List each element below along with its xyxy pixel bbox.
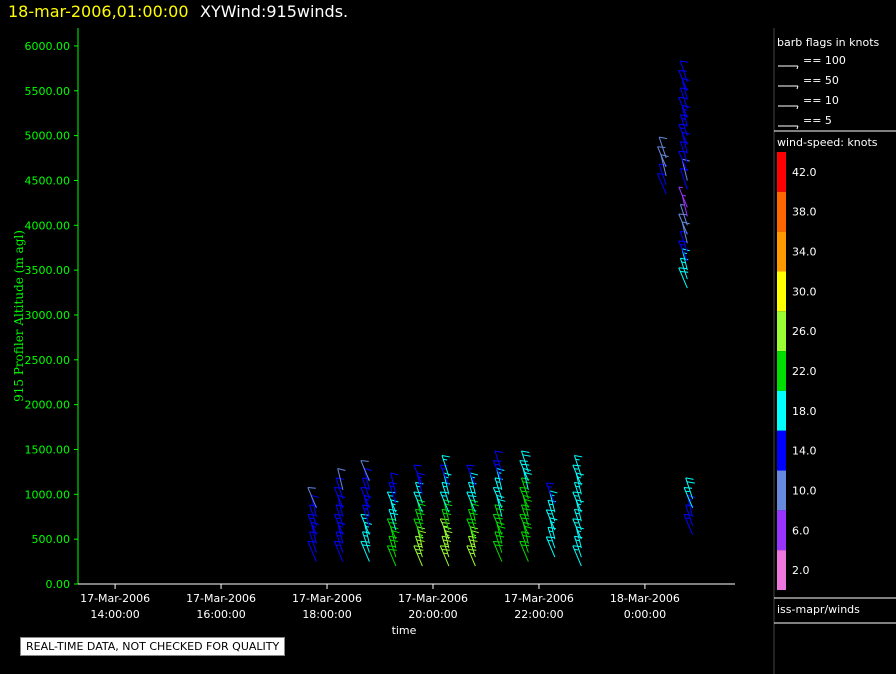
wind-barb: [679, 124, 688, 144]
colorbar-swatch: [777, 510, 786, 550]
x-tick-date-label: 17-Mar-2006: [186, 592, 256, 605]
wind-barb: [467, 465, 476, 485]
wind-barb: [684, 488, 693, 508]
source-label: iss-mapr/winds: [777, 603, 860, 616]
x-tick-date-label: 17-Mar-2006: [398, 592, 468, 605]
barb-legend-item: == 100: [803, 54, 846, 67]
wind-barb: [679, 71, 688, 91]
wind-barb: [573, 546, 582, 566]
y-tick-label: 1500.00: [25, 443, 71, 456]
colorbar-swatch: [777, 550, 786, 590]
wind-barb: [573, 465, 582, 485]
y-tick-label: 5500.00: [25, 85, 71, 98]
colorbar-label: 18.0: [792, 405, 817, 418]
wind-barb: [546, 537, 555, 557]
y-tick-label: 3500.00: [25, 264, 71, 277]
wind-barb: [546, 510, 555, 530]
y-axis-label: 915 Profiler Altitude (m agl): [12, 230, 26, 402]
x-tick-time-label: 22:00:00: [514, 608, 563, 621]
colorbar-label: 22.0: [792, 365, 817, 378]
x-tick-date-label: 17-Mar-2006: [292, 592, 362, 605]
wind-barb: [308, 488, 317, 508]
x-axis-label: time: [392, 624, 417, 637]
wind-barb: [361, 461, 370, 481]
y-tick-label: 5000.00: [25, 130, 71, 143]
wind-barb: [308, 514, 317, 534]
y-tick-label: 1000.00: [25, 488, 71, 501]
y-tick-label: 4000.00: [25, 219, 71, 232]
wind-barb: [679, 214, 688, 234]
wind-barb: [679, 97, 688, 117]
x-tick-date-label: 18-Mar-2006: [610, 592, 680, 605]
y-tick-label: 2500.00: [25, 354, 71, 367]
colorbar-title: wind-speed: knots: [777, 136, 878, 149]
wind-barb: [658, 147, 667, 167]
wind-barb: [414, 465, 423, 485]
colorbar-swatch: [777, 232, 786, 272]
wind-barb: [334, 541, 343, 561]
colorbar-label: 6.0: [792, 524, 810, 537]
barb-legend-item: == 5: [803, 114, 832, 127]
colorbar-label: 38.0: [792, 206, 817, 219]
y-tick-label: 2000.00: [25, 399, 71, 412]
x-tick-time-label: 14:00:00: [90, 608, 139, 621]
wind-barb: [679, 151, 688, 171]
y-tick-label: 6000.00: [25, 40, 71, 53]
colorbar-group: wind-speed: knots 42.0 38.0 34.0 30.0 26.0 22.…: [777, 136, 878, 616]
colorbar-swatch: [777, 471, 786, 511]
wind-barb: [414, 492, 423, 512]
y-tick-label: 500.00: [32, 533, 71, 546]
x-tick-date-label: 17-Mar-2006: [80, 592, 150, 605]
wind-barb: [334, 514, 343, 534]
x-tick-time-label: 18:00:00: [302, 608, 351, 621]
datetime-title: 18-mar-2006,01:00:00: [8, 2, 189, 21]
colorbar-swatch: [777, 192, 786, 232]
barb-legend-title: barb flags in knots: [777, 36, 880, 49]
colorbar-swatch: [777, 152, 786, 192]
y-tick-label: 3000.00: [25, 309, 71, 322]
wind-barb: [679, 241, 688, 261]
wind-barb: [493, 488, 502, 508]
colorbar-swatch: [777, 431, 786, 471]
wind-barb: [684, 514, 693, 534]
wind-barb: [573, 519, 582, 539]
quality-note: REAL-TIME DATA, NOT CHECKED FOR QUALITY: [20, 637, 285, 656]
colorbar-label: 30.0: [792, 285, 817, 298]
barb-legend-group: barb flags in knots == 100 == 50 == 10 == 5: [774, 28, 896, 674]
barb-legend-item: == 10: [803, 94, 839, 107]
colorbar-label: 2.0: [792, 564, 810, 577]
wind-barbs-group: [308, 61, 695, 566]
wind-barb: [440, 492, 449, 512]
colorbar-label: 14.0: [792, 445, 817, 458]
wind-barb: [679, 187, 688, 207]
x-tick-time-label: 16:00:00: [196, 608, 245, 621]
colorbar-swatch: [777, 351, 786, 391]
colorbar-swatch: [777, 311, 786, 351]
wind-barb: [361, 488, 370, 508]
x-tick-time-label: 0:00:00: [624, 608, 666, 621]
colorbar-swatch: [777, 271, 786, 311]
colorbar-label: 10.0: [792, 484, 817, 497]
wind-barb: [387, 492, 396, 512]
axes-group: 0.00 500.00 1000.00 1500.00 2000.00 2500.00 30…: [12, 28, 735, 637]
x-tick-time-label: 20:00:00: [408, 608, 457, 621]
wind-barb: [361, 514, 370, 534]
colorbar-swatch: [777, 391, 786, 431]
wind-barb: [546, 483, 555, 503]
chart-title: XYWind:915winds.: [200, 2, 348, 21]
x-tick-date-label: 17-Mar-2006: [504, 592, 574, 605]
barb-legend-item: == 50: [803, 74, 839, 87]
wind-barb: [334, 488, 343, 508]
wind-barb: [658, 174, 667, 194]
y-tick-label: 4500.00: [25, 174, 71, 187]
wind-barb: [308, 541, 317, 561]
y-tick-label: 0.00: [46, 578, 71, 591]
colorbar-label: 42.0: [792, 166, 817, 179]
colorbar-label: 26.0: [792, 325, 817, 338]
wind-barb: [440, 465, 449, 485]
wind-barb: [573, 492, 582, 512]
wind-barb: [493, 461, 502, 481]
colorbar-label: 34.0: [792, 246, 817, 259]
